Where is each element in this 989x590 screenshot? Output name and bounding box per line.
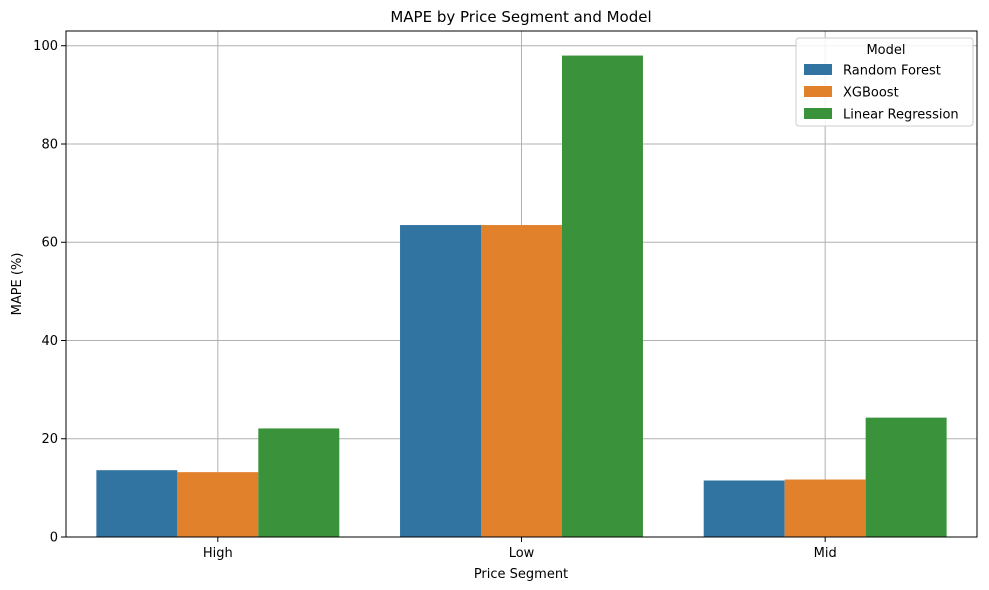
legend-label: XGBoost [843,86,899,101]
x-tick-label: Low [509,546,535,561]
legend-swatch [804,108,832,119]
x-axis-title: Price Segment [474,567,568,582]
legend-box [795,37,974,127]
legend-swatch [804,64,832,75]
legend-entries: Random Forest XGBoost Linear Regression [804,64,959,123]
y-tick-label: 0 [50,531,58,546]
legend-label: Linear Regression [843,108,959,123]
bar [177,472,259,537]
bar [96,470,178,537]
bar [481,225,562,538]
bars [96,55,947,538]
y-axis-ticks: 0 20 40 60 80 100 [33,39,66,546]
y-tick-label: 60 [41,236,58,251]
y-tick-label: 20 [41,432,58,447]
legend-title: Model [866,43,905,58]
bar [703,480,785,537]
legend-label: Random Forest [843,64,941,79]
y-tick-label: 100 [33,39,58,54]
bar [784,479,866,537]
bar [258,428,340,537]
y-tick-label: 80 [41,137,58,152]
y-tick-label: 40 [41,334,58,349]
bar [865,417,947,537]
y-axis-title: MAPE (%) [10,253,25,316]
x-tick-label: Mid [814,546,837,561]
x-tick-label: High [203,546,233,561]
legend: Model Random Forest XGBoost Linear Regress… [795,37,974,127]
x-axis-ticks: High Low Mid [203,537,837,561]
bar [400,225,482,538]
bar [561,55,643,537]
legend-swatch [804,86,832,97]
chart-title: MAPE by Price Segment and Model [390,8,651,26]
